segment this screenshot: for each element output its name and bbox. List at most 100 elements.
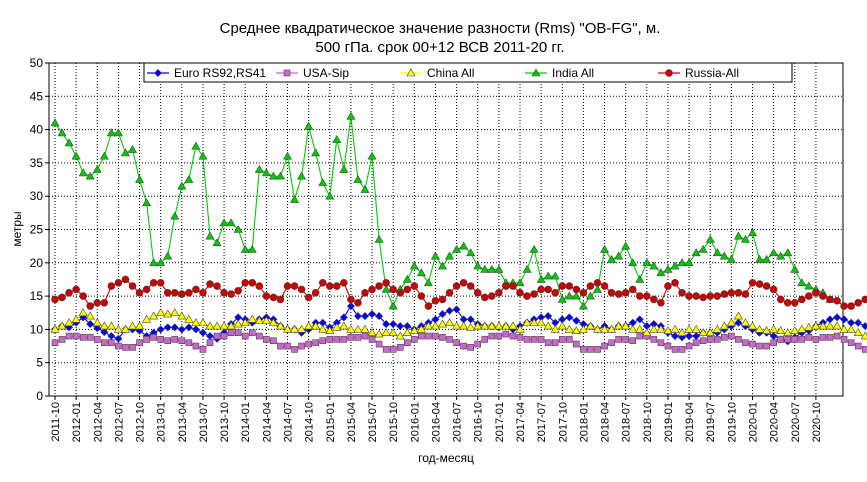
series-point: [291, 346, 298, 353]
legend: Euro RS92,RS41 USA-Sip China All India All R…: [143, 62, 793, 83]
series-point: [325, 191, 335, 200]
series-point: [721, 334, 728, 341]
series-point: [305, 340, 312, 348]
series-point: [600, 324, 610, 333]
series-point: [833, 332, 841, 340]
series-point: [347, 295, 355, 304]
series-point: [480, 321, 490, 330]
series-point: [573, 340, 580, 348]
series-point: [544, 339, 552, 347]
series-point: [233, 224, 243, 233]
series-point: [684, 324, 694, 333]
series-point: [64, 138, 74, 147]
series-point: [636, 332, 644, 340]
series-point: [762, 326, 772, 335]
series-point: [592, 284, 603, 293]
series-point: [452, 244, 462, 253]
series-point: [481, 336, 489, 343]
series-point: [621, 241, 631, 250]
series-point: [742, 339, 749, 347]
series-point: [311, 148, 321, 157]
series-point: [171, 336, 179, 343]
series-point: [733, 231, 743, 240]
series-point: [79, 292, 87, 300]
series-point: [564, 324, 574, 333]
plot-background: [48, 62, 844, 397]
series-point: [453, 339, 460, 347]
series-point: [685, 332, 694, 341]
x-tick-label: 2018-10: [642, 402, 654, 442]
series-point: [326, 336, 334, 343]
series-point: [692, 339, 700, 347]
series-point: [558, 282, 567, 290]
series-point: [199, 346, 207, 353]
series-point: [798, 336, 806, 343]
x-tick-label: 2018-07: [621, 402, 633, 442]
series-point: [226, 218, 236, 227]
series-point: [276, 295, 285, 304]
x-tick-label: 2016-01: [409, 402, 421, 442]
series-point: [254, 316, 264, 325]
series-point: [247, 314, 257, 323]
series-point: [199, 288, 207, 297]
x-tick-label: 2017-04: [515, 402, 527, 442]
x-tick-label: 2020-04: [769, 402, 781, 442]
series-point: [621, 321, 631, 330]
series-point: [136, 339, 143, 347]
series-point: [614, 251, 624, 260]
series-point: [381, 328, 391, 337]
series-point: [705, 234, 715, 243]
series-point: [713, 336, 721, 343]
series-point: [502, 282, 510, 290]
series-point: [93, 298, 102, 307]
series-point: [550, 324, 560, 333]
series-point: [353, 312, 362, 321]
series-point: [670, 261, 680, 270]
series-point: [657, 298, 665, 307]
series-point: [544, 285, 552, 294]
y-tick-label: 30: [30, 189, 44, 203]
x-tick-label: 2019-07: [705, 402, 717, 442]
series-point: [467, 344, 474, 351]
x-tick-label: 2011-10: [50, 402, 62, 442]
series-point: [643, 292, 651, 300]
series-point: [466, 248, 476, 257]
series-point: [776, 326, 786, 335]
series-point: [318, 278, 327, 287]
legend-item: Euro RS92,RS41: [147, 66, 266, 80]
series-point: [840, 302, 848, 310]
series-point: [170, 323, 179, 332]
series-point: [361, 288, 369, 297]
series-point: [212, 321, 222, 330]
series-point: [270, 337, 277, 345]
series-point: [282, 324, 293, 333]
series-point: [423, 321, 433, 330]
series-point: [677, 328, 687, 337]
series-point: [150, 334, 157, 341]
series-point: [149, 258, 159, 267]
series-point: [452, 305, 461, 314]
series-point: [530, 290, 538, 298]
series-point: [72, 285, 80, 294]
series-point: [755, 324, 765, 333]
series-point: [99, 151, 109, 160]
series-point: [100, 298, 109, 307]
series-point: [262, 292, 271, 300]
series-point: [466, 322, 476, 331]
x-tick-label: 2013-07: [198, 402, 210, 442]
series-point: [156, 325, 165, 334]
chart-subtitle: 500 гПа. срок 00+12 ВСВ 2011-20 гг.: [315, 39, 564, 56]
series-point: [726, 254, 736, 263]
series-point: [297, 324, 307, 333]
series-point: [191, 141, 201, 150]
series-point: [332, 322, 342, 331]
series-point: [360, 184, 370, 193]
legend-marker: [153, 68, 163, 78]
series-point: [571, 291, 581, 300]
series-point: [220, 332, 228, 340]
series-point: [819, 334, 827, 341]
series-point: [58, 336, 66, 343]
legend-label: India All: [552, 66, 594, 80]
series-point: [135, 174, 145, 183]
series-point: [445, 306, 454, 315]
